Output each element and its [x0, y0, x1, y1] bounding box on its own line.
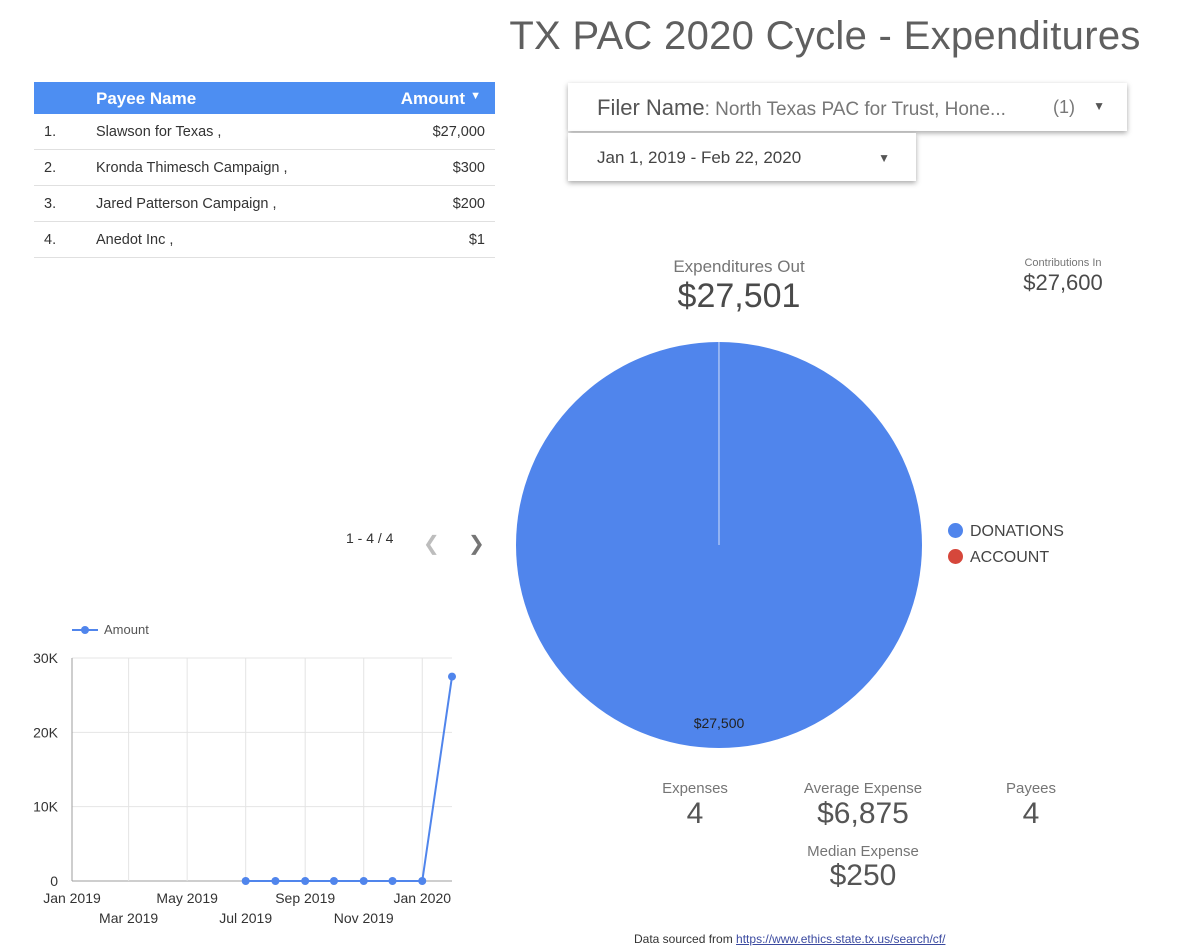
- expenditures-out-label: Expenditures Out: [673, 257, 805, 276]
- legend-label: Amount: [104, 622, 149, 637]
- row-index: 3.: [44, 196, 57, 212]
- y-tick-label: 20K: [33, 724, 59, 740]
- pie-data-label: $27,500: [694, 715, 745, 731]
- filer-selected-count: (1): [1053, 97, 1075, 117]
- x-tick-label: Jan 2019: [43, 890, 101, 906]
- average-expense-label: Average Expense: [803, 780, 923, 797]
- column-header-payee-name[interactable]: Payee Name: [96, 89, 197, 108]
- table-row: 4. Anedot Inc , $1: [34, 222, 495, 258]
- x-tick-label: Nov 2019: [334, 910, 394, 926]
- legend-label: DONATIONS: [970, 523, 1064, 540]
- legend-item-account[interactable]: ACCOUNT: [948, 549, 1049, 567]
- legend-dot-icon: [948, 523, 963, 538]
- payees-label: Payees: [1005, 780, 1057, 797]
- contributions-in-label: Contributions In: [1024, 257, 1102, 269]
- data-point[interactable]: [241, 877, 250, 885]
- expenditures-out-value: $27,501: [677, 277, 801, 315]
- date-range-value: Jan 1, 2019 - Feb 22, 2020: [597, 148, 802, 167]
- footer-link[interactable]: https://www.ethics.state.tx.us/search/cf…: [736, 932, 946, 946]
- series-line-amount: [245, 676, 453, 882]
- caret-down-icon[interactable]: ▼: [1093, 99, 1105, 113]
- row-amount: $27,000: [432, 124, 485, 140]
- column-header-amount[interactable]: Amount: [400, 89, 465, 108]
- filer-name-filter[interactable]: Filer Name: North Texas PAC for Trust, H…: [568, 83, 1127, 131]
- x-tick-label: Jul 2019: [219, 910, 272, 926]
- median-expense-label: Median Expense: [807, 843, 919, 860]
- row-amount: $1: [468, 232, 485, 248]
- data-point[interactable]: [271, 877, 280, 885]
- row-payee-name: Anedot Inc ,: [96, 232, 174, 248]
- average-expense-value: $6,875: [817, 797, 909, 830]
- x-tick-label: Jan 2020: [393, 890, 451, 906]
- legend-item-donations[interactable]: DONATIONS: [948, 523, 1064, 541]
- x-tick-label: Sep 2019: [275, 890, 335, 906]
- line-chart: Amount 0 10K 20K 30K Jan 2019 Mar 2019 May 20…: [33, 622, 456, 926]
- sort-desc-icon[interactable]: ▼: [470, 90, 481, 102]
- date-range-filter[interactable]: Jan 1, 2019 - Feb 22, 2020 ▼: [568, 133, 916, 181]
- y-tick-label: 0: [50, 873, 58, 889]
- table-row: 1. Slawson for Texas , $27,000: [34, 114, 495, 150]
- x-tick-label: May 2019: [156, 890, 218, 906]
- chevron-left-icon[interactable]: ❮: [423, 533, 440, 555]
- filer-name-value: : North Texas PAC for Trust, Hone...: [704, 99, 1006, 120]
- table-row: 2. Kronda Thimesch Campaign , $300: [34, 150, 495, 186]
- pie-chart: $27,500: [516, 341, 922, 748]
- data-point[interactable]: [359, 877, 368, 885]
- row-amount: $200: [452, 196, 485, 212]
- data-point[interactable]: [301, 877, 310, 885]
- payees-value: 4: [1022, 797, 1040, 830]
- data-point[interactable]: [329, 877, 338, 885]
- page-title: TX PAC 2020 Cycle - Expenditures: [509, 14, 1141, 58]
- row-index: 2.: [44, 160, 57, 176]
- row-index: 1.: [44, 124, 57, 140]
- filer-name-label-text: Filer Name: [597, 95, 705, 120]
- x-tick-label: Mar 2019: [99, 910, 158, 926]
- legend-label: ACCOUNT: [970, 549, 1050, 566]
- row-payee-name: Kronda Thimesch Campaign ,: [96, 160, 288, 176]
- expenses-value: 4: [686, 797, 704, 830]
- contributions-in-value: $27,600: [1023, 270, 1103, 295]
- row-index: 4.: [44, 232, 57, 248]
- row-amount: $300: [452, 160, 485, 176]
- legend-dot-icon: [948, 549, 963, 564]
- data-point[interactable]: [388, 877, 397, 885]
- expenses-label: Expenses: [662, 780, 728, 797]
- y-tick-label: 30K: [33, 650, 59, 666]
- row-payee-name: Jared Patterson Campaign ,: [96, 196, 277, 212]
- footer-text: Data sourced from: [634, 932, 737, 946]
- line-legend[interactable]: Amount: [72, 622, 149, 637]
- caret-down-icon[interactable]: ▼: [878, 151, 890, 165]
- pagination-label: 1 - 4 / 4: [346, 530, 394, 546]
- y-tick-label: 10K: [33, 799, 59, 815]
- data-point[interactable]: [448, 672, 456, 681]
- row-payee-name: Slawson for Texas ,: [96, 124, 222, 140]
- median-expense-value: $250: [829, 859, 897, 892]
- data-point[interactable]: [418, 877, 427, 885]
- chevron-right-icon[interactable]: ❯: [468, 533, 485, 555]
- footer-source: Data sourced from https://www.ethics.sta…: [634, 932, 945, 946]
- payee-table: Payee Name Amount ▼ 1. Slawson for Texas…: [34, 82, 495, 258]
- legend-marker-icon: [81, 626, 89, 634]
- table-row: 3. Jared Patterson Campaign , $200: [34, 186, 495, 222]
- table-header: Payee Name Amount ▼: [34, 82, 495, 114]
- filer-name-label: Filer Name: North Texas PAC for Trust, H…: [597, 95, 1006, 121]
